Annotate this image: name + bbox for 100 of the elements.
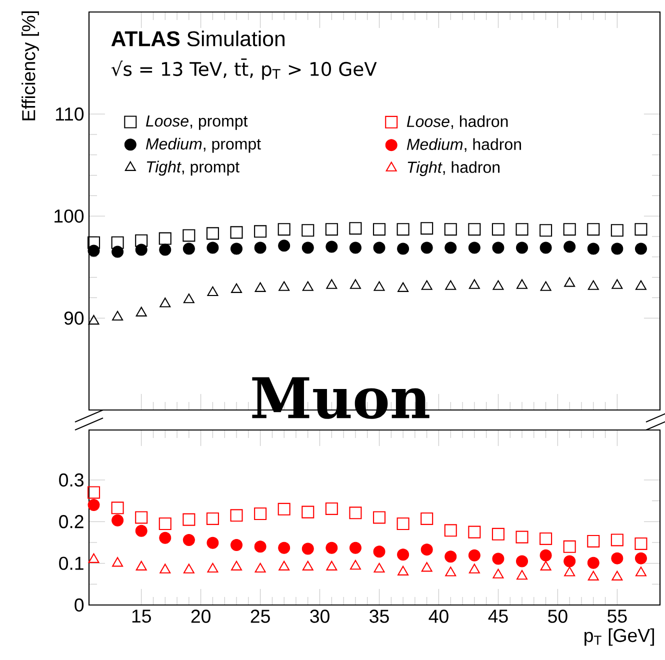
point: [634, 242, 647, 255]
point: [325, 223, 338, 236]
annotation: Muon: [252, 377, 430, 419]
point: [373, 546, 386, 558]
point: [350, 560, 361, 570]
legend-label: Medium, prompt: [146, 138, 261, 153]
point: [349, 542, 362, 554]
point: [492, 552, 504, 565]
point: [397, 242, 410, 255]
y-tick-label: 0: [74, 598, 84, 612]
point: [634, 223, 648, 236]
x-tick-label: 15: [132, 610, 151, 623]
point: [206, 536, 219, 549]
point: [372, 511, 386, 524]
point: [326, 542, 338, 554]
point: [136, 306, 147, 316]
legend-label: Loose, prompt: [146, 116, 248, 130]
point: [564, 277, 576, 287]
x-tick-label: 50: [548, 610, 568, 623]
x-tick-label: 25: [250, 610, 270, 623]
legend-label: Tight, hadron: [408, 161, 500, 176]
point: [159, 532, 172, 544]
point: [396, 517, 410, 530]
x-tick-label: 45: [488, 610, 508, 623]
point: [302, 542, 314, 555]
point: [302, 506, 314, 518]
point: [540, 242, 552, 254]
y-tick-label: 0.1: [59, 556, 84, 570]
point: [206, 512, 219, 526]
point: [612, 570, 623, 580]
y-tick-label: 110: [56, 107, 84, 121]
point: [230, 509, 243, 522]
x-tick-label: 35: [370, 610, 389, 623]
point: [112, 310, 124, 321]
point: [372, 223, 386, 236]
point: [326, 560, 338, 570]
point: [254, 242, 266, 254]
point: [136, 560, 147, 570]
point: [397, 548, 410, 561]
point: [540, 224, 552, 237]
point: [112, 557, 124, 567]
point: [398, 566, 409, 576]
point: [587, 242, 600, 255]
point: [112, 246, 124, 258]
point: [111, 236, 124, 249]
point: [254, 507, 267, 520]
point: [540, 532, 552, 546]
point: [564, 555, 576, 568]
point: [160, 298, 171, 308]
point: [158, 517, 172, 530]
point: [421, 280, 432, 290]
point: [588, 570, 599, 580]
y-tick-label: 90: [64, 312, 84, 325]
point: [207, 562, 218, 573]
point: [254, 282, 266, 292]
point: [420, 242, 433, 254]
point: [516, 223, 528, 236]
point: [492, 242, 504, 254]
point: [87, 236, 100, 249]
point: [420, 512, 434, 526]
x-axis-title: p$_{T}$ [GeV]: [584, 628, 654, 646]
point: [302, 560, 314, 570]
point: [349, 222, 362, 235]
point: [349, 506, 362, 520]
point: [87, 486, 100, 499]
point: [230, 226, 243, 239]
point: [540, 281, 552, 291]
point: [588, 280, 599, 290]
point: [587, 223, 600, 236]
x-tick-label: 30: [310, 610, 330, 623]
point: [492, 280, 504, 290]
point: [302, 242, 314, 254]
point: [160, 564, 171, 574]
point: [230, 242, 243, 255]
point: [421, 562, 432, 572]
point: [516, 279, 528, 289]
point: [278, 240, 290, 252]
point: [540, 560, 552, 570]
point: [468, 242, 480, 254]
point: [278, 542, 290, 554]
point: [516, 570, 528, 580]
point: [206, 227, 219, 240]
y-tick-label: 100: [54, 209, 84, 223]
point: [326, 279, 338, 289]
point: [88, 498, 100, 511]
point: [278, 502, 290, 516]
point: [231, 283, 242, 293]
point: [516, 555, 528, 568]
point: [445, 280, 456, 290]
point: [182, 242, 195, 255]
point: [563, 223, 576, 236]
point: [206, 242, 219, 254]
legend-label: Loose, hadron: [406, 115, 508, 129]
point: [444, 242, 457, 254]
point: [135, 511, 148, 524]
point: [516, 530, 528, 544]
point: [492, 223, 504, 236]
x-tick-label: 55: [608, 610, 627, 623]
point: [207, 286, 218, 296]
point: [254, 225, 267, 238]
